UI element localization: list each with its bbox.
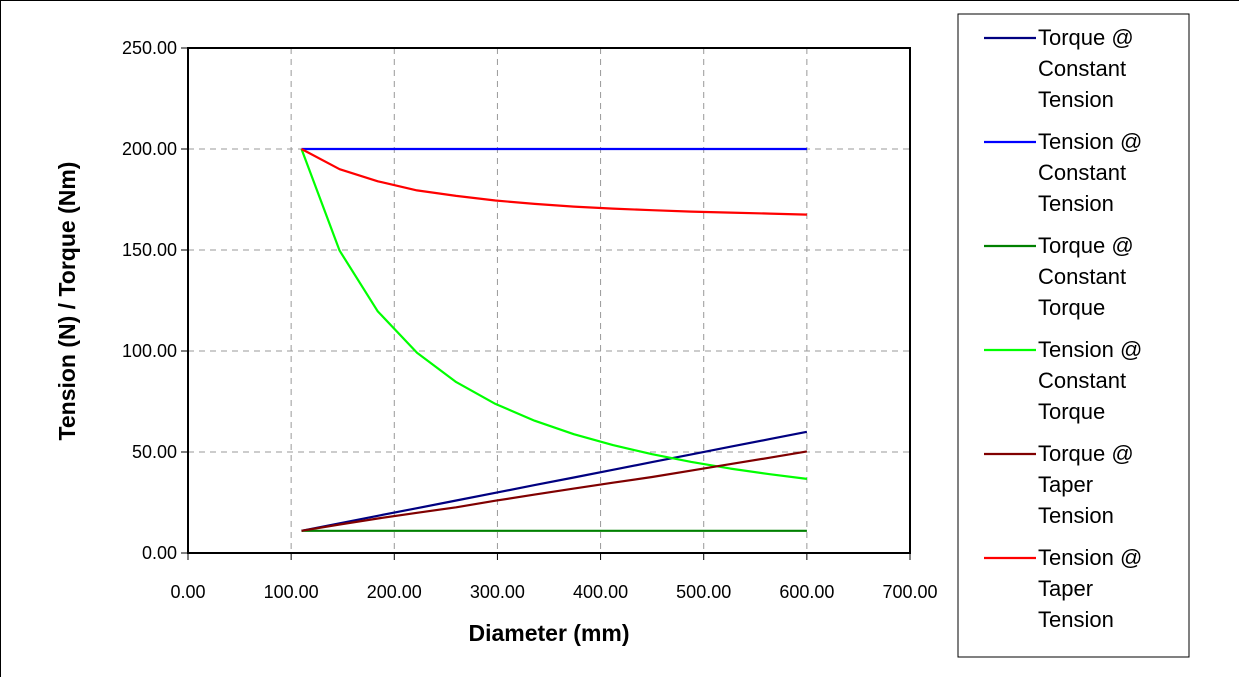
series-lines [300, 147, 808, 532]
legend-label-line: Tension [1038, 503, 1114, 528]
legend-label-line: Constant [1038, 160, 1126, 185]
legend-label-line: Tension [1038, 607, 1114, 632]
plot-area-border [187, 47, 911, 554]
x-tick-label: 500.00 [676, 582, 731, 602]
x-axis-title: Diameter (mm) [468, 620, 629, 646]
series-line-5 [301, 450, 808, 532]
legend-label-line: Tension @ [1038, 337, 1142, 362]
series-line-4 [300, 148, 808, 480]
x-tick-label: 700.00 [882, 582, 937, 602]
x-tick-label: 400.00 [573, 582, 628, 602]
y-axis-tick-labels: 0.00 50.00 100.00 150.00 200.00 250.00 [122, 38, 177, 563]
legend-label-line: Tension @ [1038, 129, 1142, 154]
series-line-6 [300, 148, 807, 216]
legend-label-line: Constant [1038, 56, 1126, 81]
legend-label-line: Constant [1038, 368, 1126, 393]
y-tick-label: 150.00 [122, 240, 177, 260]
legend-label: Tension @ Constant Tension [1038, 129, 1142, 216]
y-tick-label: 0.00 [142, 543, 177, 563]
legend-label-line: Tension @ [1038, 545, 1142, 570]
series-line-1 [301, 430, 808, 532]
y-tick-label: 100.00 [122, 341, 177, 361]
legend-label-line: Tension [1038, 191, 1114, 216]
legend-label: Torque @ Constant Tension [1038, 25, 1134, 112]
legend-label-line: Tension [1038, 87, 1114, 112]
x-tick-label: 0.00 [170, 582, 205, 602]
x-axis-tick-labels: 0.00 100.00 200.00 300.00 400.00 500.00 600.00… [170, 582, 937, 602]
y-tick-label: 50.00 [132, 442, 177, 462]
legend: Torque @ Constant Tension Tension @ Constant… [984, 25, 1142, 632]
legend-label: Torque @ Taper Tension [1038, 441, 1134, 528]
legend-label-line: Constant [1038, 264, 1126, 289]
legend-label-line: Torque @ [1038, 233, 1134, 258]
x-tick-label: 100.00 [264, 582, 319, 602]
x-tick-label: 200.00 [367, 582, 422, 602]
legend-label: Torque @ Constant Torque [1038, 233, 1134, 320]
y-tick-label: 200.00 [122, 139, 177, 159]
legend-label-line: Torque @ [1038, 441, 1134, 466]
y-axis-title: Tension (N) / Torque (Nm) [54, 162, 80, 441]
x-tick-label: 300.00 [470, 582, 525, 602]
y-tick-label: 250.00 [122, 38, 177, 58]
legend-label-line: Torque @ [1038, 25, 1134, 50]
legend-label: Tension @ Taper Tension [1038, 545, 1142, 632]
legend-box [957, 13, 1190, 658]
legend-label-line: Torque [1038, 399, 1105, 424]
legend-label-line: Taper [1038, 472, 1093, 497]
legend-label-line: Taper [1038, 576, 1093, 601]
legend-label: Tension @ Constant Torque [1038, 337, 1142, 424]
legend-label-line: Torque [1038, 295, 1105, 320]
x-tick-label: 600.00 [779, 582, 834, 602]
